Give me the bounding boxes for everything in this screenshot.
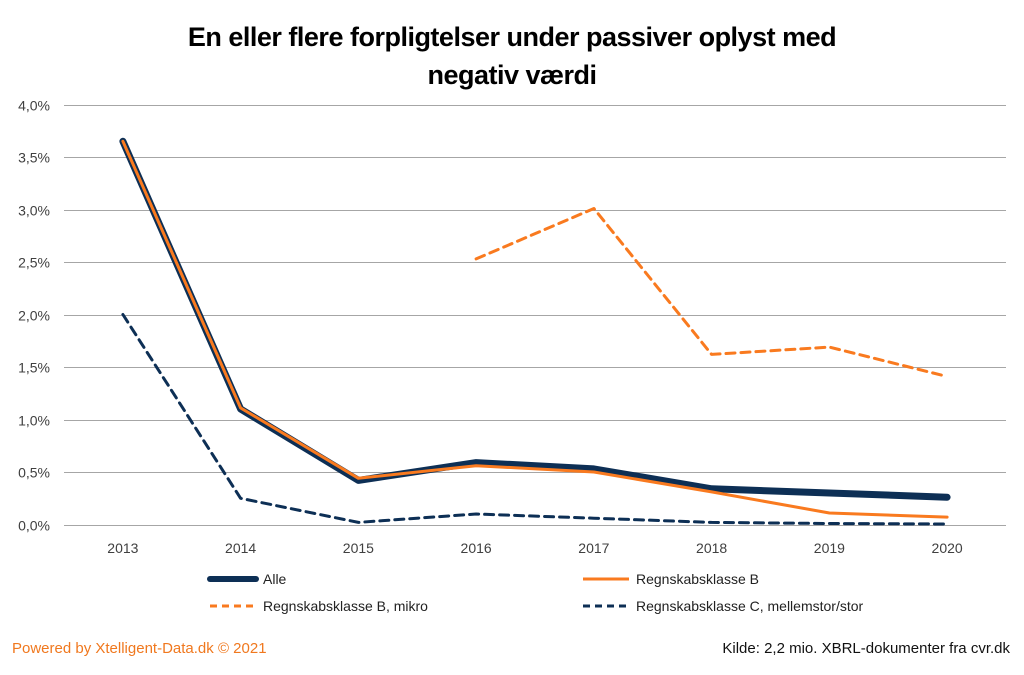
legend-label-regnskabsklasse-b: Regnskabsklasse B xyxy=(636,571,759,587)
legend-swatch-regnskabsklasse-c xyxy=(583,604,629,608)
series-group xyxy=(119,137,951,526)
powered-by-text: Powered by Xtelligent-Data.dk © 2021 xyxy=(12,640,267,657)
y-tick-label: 2,5% xyxy=(18,255,50,271)
x-tick-label: 2019 xyxy=(814,540,845,556)
series-line-alle xyxy=(119,137,951,501)
legend-item-regnskabsklasse-b: Regnskabsklasse B xyxy=(578,571,759,587)
legend-swatch-regnskabsklasse-b xyxy=(583,577,629,581)
chart-title-line-1: En eller flere forpligtelser under passi… xyxy=(187,22,837,52)
legend-swatch-regnskabsklasse-b-mikro xyxy=(210,604,256,608)
y-tick-label: 3,0% xyxy=(18,203,50,219)
legend-label-regnskabsklasse-b-mikro: Regnskabsklasse B, mikro xyxy=(263,598,428,614)
x-tick-label: 2018 xyxy=(696,540,727,556)
y-tick-label: 1,0% xyxy=(18,413,50,429)
series-line-regnskabsklasse-b xyxy=(121,139,949,519)
x-tick-label: 2020 xyxy=(932,540,963,556)
x-tick-label: 2016 xyxy=(461,540,492,556)
chart-title: En eller flere forpligtelser under passi… xyxy=(0,18,1024,94)
source-text: Kilde: 2,2 mio. XBRL-dokumenter fra cvr.… xyxy=(722,640,1010,657)
y-tick-label: 1,5% xyxy=(18,360,50,376)
legend-item-regnskabsklasse-c: Regnskabsklasse C, mellemstor/stor xyxy=(578,598,863,614)
y-axis: 0,0% 0,5% 1,0% 1,5% 2,0% 2,5% 3,0% 3,5% 4,0% xyxy=(18,98,50,534)
x-tick-label: 2014 xyxy=(225,540,256,556)
y-tick-label: 2,0% xyxy=(18,308,50,324)
legend-label-regnskabsklasse-c: Regnskabsklasse C, mellemstor/stor xyxy=(636,598,864,614)
legend-item-alle: Alle xyxy=(205,571,286,587)
x-tick-label: 2015 xyxy=(343,540,374,556)
chart-title-line-2: negativ værdi xyxy=(427,60,597,90)
y-tick-label: 0,0% xyxy=(18,518,50,534)
x-axis: 2013 2014 2015 2016 2017 2018 2019 2020 xyxy=(107,540,963,556)
x-tick-label: 2013 xyxy=(107,540,138,556)
gridlines xyxy=(64,105,1006,526)
x-tick-label: 2017 xyxy=(578,540,609,556)
y-tick-label: 0,5% xyxy=(18,465,50,481)
legend-item-regnskabsklasse-b-mikro: Regnskabsklasse B, mikro xyxy=(205,598,428,614)
legend-swatch-alle xyxy=(207,576,259,582)
y-tick-label: 3,5% xyxy=(18,150,50,166)
y-tick-label: 4,0% xyxy=(18,98,50,114)
series-line-regnskabsklasse-c-mellemstor-stor xyxy=(121,313,949,526)
series-line-regnskabsklasse-b-mikro xyxy=(474,207,949,378)
legend-label-alle: Alle xyxy=(263,571,287,587)
